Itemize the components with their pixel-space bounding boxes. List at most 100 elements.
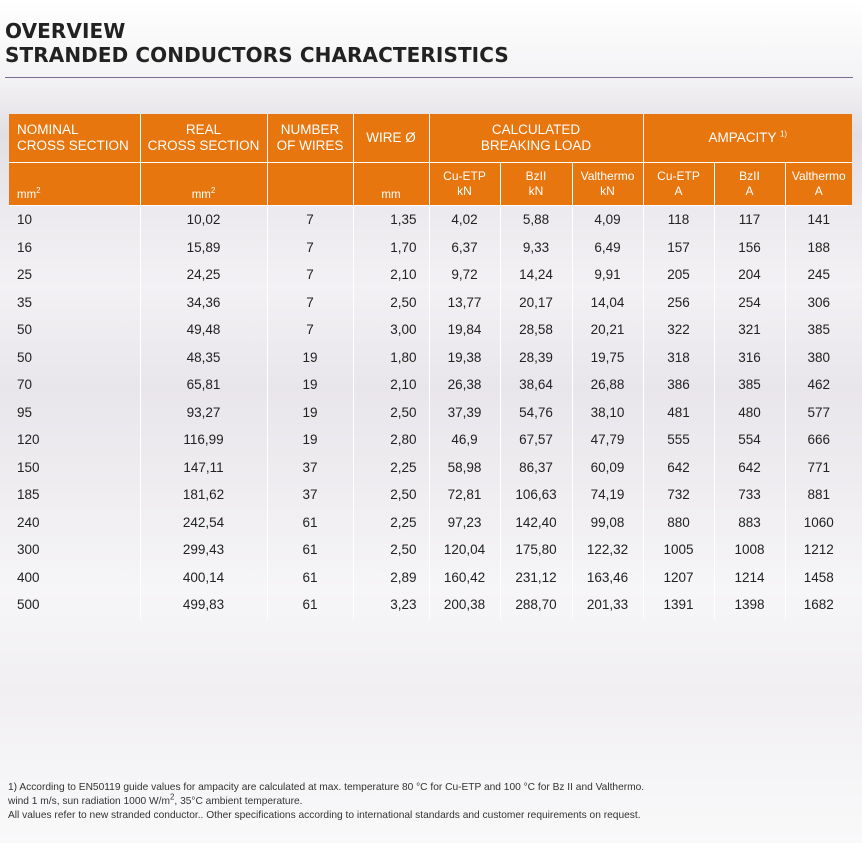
footnote-line-3: All values refer to new stranded conduct… [8, 810, 641, 821]
nominal-cell: 120 [9, 426, 141, 454]
load-cu-cell: 37,39 [428, 398, 501, 426]
amp-bz-cell: 321 [714, 316, 786, 344]
nominal-cell: 35 [9, 288, 141, 316]
load-cu-cell: 19,84 [428, 316, 501, 344]
unit-real: mm2 [140, 162, 268, 206]
table-row: 500 499,83 61 3,23 200,38 288,70 201,33 1391 139… [9, 591, 852, 619]
wires-cell: 19 [267, 371, 354, 399]
load-val-cell: 47,79 [571, 426, 644, 454]
wires-cell: 37 [267, 481, 354, 509]
nominal-cell: 16 [9, 233, 141, 261]
load-bz-cell: 38,64 [499, 371, 573, 399]
subheader-amp-cu-etp: Cu-ETP A [643, 162, 715, 206]
wires-cell: 19 [267, 426, 354, 454]
load-bz-cell: 142,40 [499, 508, 573, 536]
subheader-load-bzii: BzII kN [500, 162, 573, 206]
subheader-amp-valthermo: Valthermo A [785, 162, 853, 206]
load-bz-cell: 106,63 [499, 481, 573, 509]
wire-dia-cell: 2,10 [353, 371, 430, 399]
amp-val-cell: 380 [807, 349, 831, 365]
load-bz-cell: 28,58 [499, 316, 573, 344]
real-cell: 400,14 [140, 563, 268, 591]
amp-bz-cell: 1398 [714, 591, 786, 619]
wire-dia-cell: 2,50 [353, 536, 430, 564]
load-bz-cell: 54,76 [499, 398, 573, 426]
table-row: 25 24,25 7 2,10 9,72 14,24 9,91 205 204 245 [9, 261, 852, 289]
wire-dia-cell: 2,25 [353, 453, 430, 481]
real-cell: 10,02 [140, 205, 268, 234]
wire-dia-cell: 2,50 [353, 398, 430, 426]
load-bz-cell: 288,70 [499, 591, 573, 619]
wire-dia-cell: 3,23 [353, 591, 430, 619]
wires-cell: 7 [267, 205, 354, 234]
table-row: 300 299,43 61 2,50 120,04 175,80 122,32 1005 100… [9, 536, 852, 564]
amp-val-cell: 577 [807, 404, 831, 420]
wires-cell: 7 [267, 233, 354, 261]
load-bz-cell: 9,33 [499, 233, 573, 261]
amp-cu-cell: 880 [643, 508, 715, 536]
table-row: 150 147,11 37 2,25 58,98 86,37 60,09 642 642 771 [9, 453, 852, 481]
load-val-cell: 9,91 [571, 261, 644, 289]
wire-dia-cell: 2,80 [353, 426, 430, 454]
load-cu-cell: 58,98 [428, 453, 501, 481]
amp-cu-cell: 1005 [643, 536, 715, 564]
load-cu-cell: 4,02 [428, 205, 501, 234]
wires-cell: 19 [267, 398, 354, 426]
table-row: 35 34,36 7 2,50 13,77 20,17 14,04 256 254 306 [9, 288, 852, 316]
table-row: 50 48,35 19 1,80 19,38 28,39 19,75 318 316 380 [9, 343, 852, 371]
nominal-cell: 25 [9, 261, 141, 289]
amp-cu-cell: 555 [643, 426, 715, 454]
amp-bz-cell: 316 [714, 343, 786, 371]
amp-cu-cell: 157 [643, 233, 715, 261]
table-row: 185 181,62 37 2,50 72,81 106,63 74,19 732 733 881 [9, 481, 852, 509]
nominal-cell: 70 [9, 371, 141, 399]
load-cu-cell: 6,37 [428, 233, 501, 261]
amp-val-cell: 666 [807, 432, 831, 448]
nominal-cell: 50 [9, 316, 141, 344]
title-line-2: STRANDED CONDUCTORS CHARACTERISTICS [5, 43, 509, 67]
amp-cu-cell: 256 [643, 288, 715, 316]
amp-val-cell: 1682 [803, 597, 834, 613]
amp-bz-cell: 156 [714, 233, 786, 261]
real-cell: 49,48 [140, 316, 268, 344]
header-nominal-cross-section: NOMINAL CROSS SECTION [9, 114, 141, 163]
table-row: 120 116,99 19 2,80 46,9 67,57 47,79 555 554 666 [9, 426, 852, 454]
load-val-cell: 74,19 [571, 481, 644, 509]
load-cu-cell: 160,42 [428, 563, 501, 591]
load-bz-cell: 175,80 [499, 536, 573, 564]
conductor-table: NOMINAL CROSS SECTION REAL CROSS SECTION… [9, 114, 853, 619]
real-cell: 65,81 [140, 371, 268, 399]
table-row: 240 242,54 61 2,25 97,23 142,40 99,08 880 883 106… [9, 508, 852, 536]
load-val-cell: 60,09 [571, 453, 644, 481]
nominal-cell: 95 [9, 398, 141, 426]
real-cell: 299,43 [140, 536, 268, 564]
table-row: 10 10,02 7 1,35 4,02 5,88 4,09 118 117 141 [9, 205, 852, 234]
real-cell: 15,89 [140, 233, 268, 261]
footnote-line-1: 1) According to EN50119 guide values for… [8, 782, 645, 793]
unit-wire-diameter: mm [353, 162, 430, 206]
ampacity-footnote-marker: 1) [779, 129, 788, 139]
unit-nominal: mm2 [9, 162, 141, 206]
table-row: 70 65,81 19 2,10 26,38 38,64 26,88 386 385 462 [9, 371, 852, 399]
load-cu-cell: 19,38 [428, 343, 501, 371]
load-cu-cell: 72,81 [428, 481, 501, 509]
amp-cu-cell: 205 [643, 261, 715, 289]
real-cell: 48,35 [140, 343, 268, 371]
amp-val-cell: 385 [807, 322, 831, 338]
amp-cu-cell: 1207 [643, 563, 715, 591]
subheader-load-valthermo: Valthermo kN [572, 162, 644, 206]
load-val-cell: 6,49 [571, 233, 644, 261]
table-body: 10 10,02 7 1,35 4,02 5,88 4,09 118 117 141 16 15,89… [9, 205, 852, 619]
amp-bz-cell: 1008 [714, 536, 786, 564]
header-number-of-wires: NUMBER OF WIRES [267, 114, 354, 163]
load-val-cell: 19,75 [571, 343, 644, 371]
nominal-cell: 500 [9, 591, 141, 619]
wires-cell: 37 [267, 453, 354, 481]
load-val-cell: 38,10 [571, 398, 644, 426]
load-bz-cell: 5,88 [499, 205, 573, 234]
load-val-cell: 26,88 [571, 371, 644, 399]
load-bz-cell: 20,17 [499, 288, 573, 316]
amp-cu-cell: 386 [643, 371, 715, 399]
nominal-cell: 50 [9, 343, 141, 371]
nominal-cell: 400 [9, 563, 141, 591]
